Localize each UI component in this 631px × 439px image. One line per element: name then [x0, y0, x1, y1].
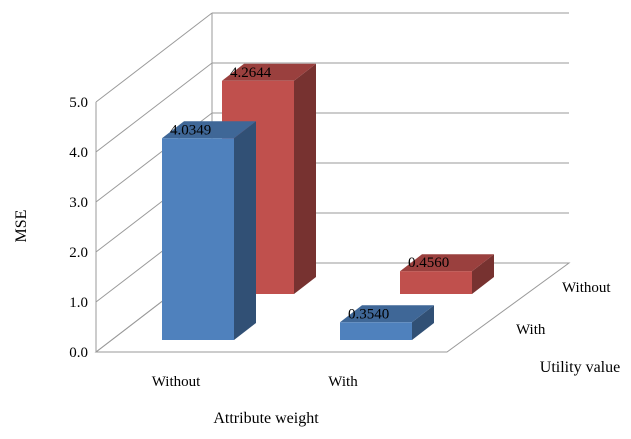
data-label: 0.3540: [348, 306, 389, 322]
x-tick-label: With: [328, 374, 358, 390]
data-label: 0.4560: [408, 255, 449, 271]
x-axis-title: Attribute weight: [213, 410, 319, 427]
gridline-side: [95, 62, 213, 153]
bar-side: [294, 63, 316, 294]
data-label: 4.2644: [230, 65, 272, 81]
bar-side: [412, 305, 434, 340]
y-tick-label: 1.0: [69, 295, 88, 311]
bar-layer: [162, 63, 494, 340]
bar-side: [234, 121, 256, 340]
depth-tick-label: With: [516, 322, 546, 338]
y-tick-label: 5.0: [69, 95, 88, 111]
gridline-side: [95, 12, 213, 103]
bar: [162, 138, 234, 340]
data-label: 4.0349: [170, 122, 211, 138]
x-tick-label: Without: [152, 374, 201, 390]
label-layer: 4.2644 0.4560 4.0349 0.3540: [170, 65, 449, 323]
bar-top: [340, 305, 434, 323]
bar-side: [472, 254, 494, 294]
y-tick-label: 0.0: [69, 345, 88, 361]
depth-tick-label: Without: [562, 280, 611, 296]
bar: [400, 271, 472, 294]
bar-top: [222, 63, 316, 81]
bar-top: [162, 121, 256, 139]
y-tick-label: 4.0: [69, 145, 88, 161]
y-axis-title: MSE: [13, 210, 30, 243]
bar-top: [400, 254, 494, 272]
y-tick-label: 2.0: [69, 245, 88, 261]
depth-axis-title: Utility value: [540, 359, 620, 376]
bar: [340, 322, 412, 340]
y-tick-label: 3.0: [69, 195, 88, 211]
